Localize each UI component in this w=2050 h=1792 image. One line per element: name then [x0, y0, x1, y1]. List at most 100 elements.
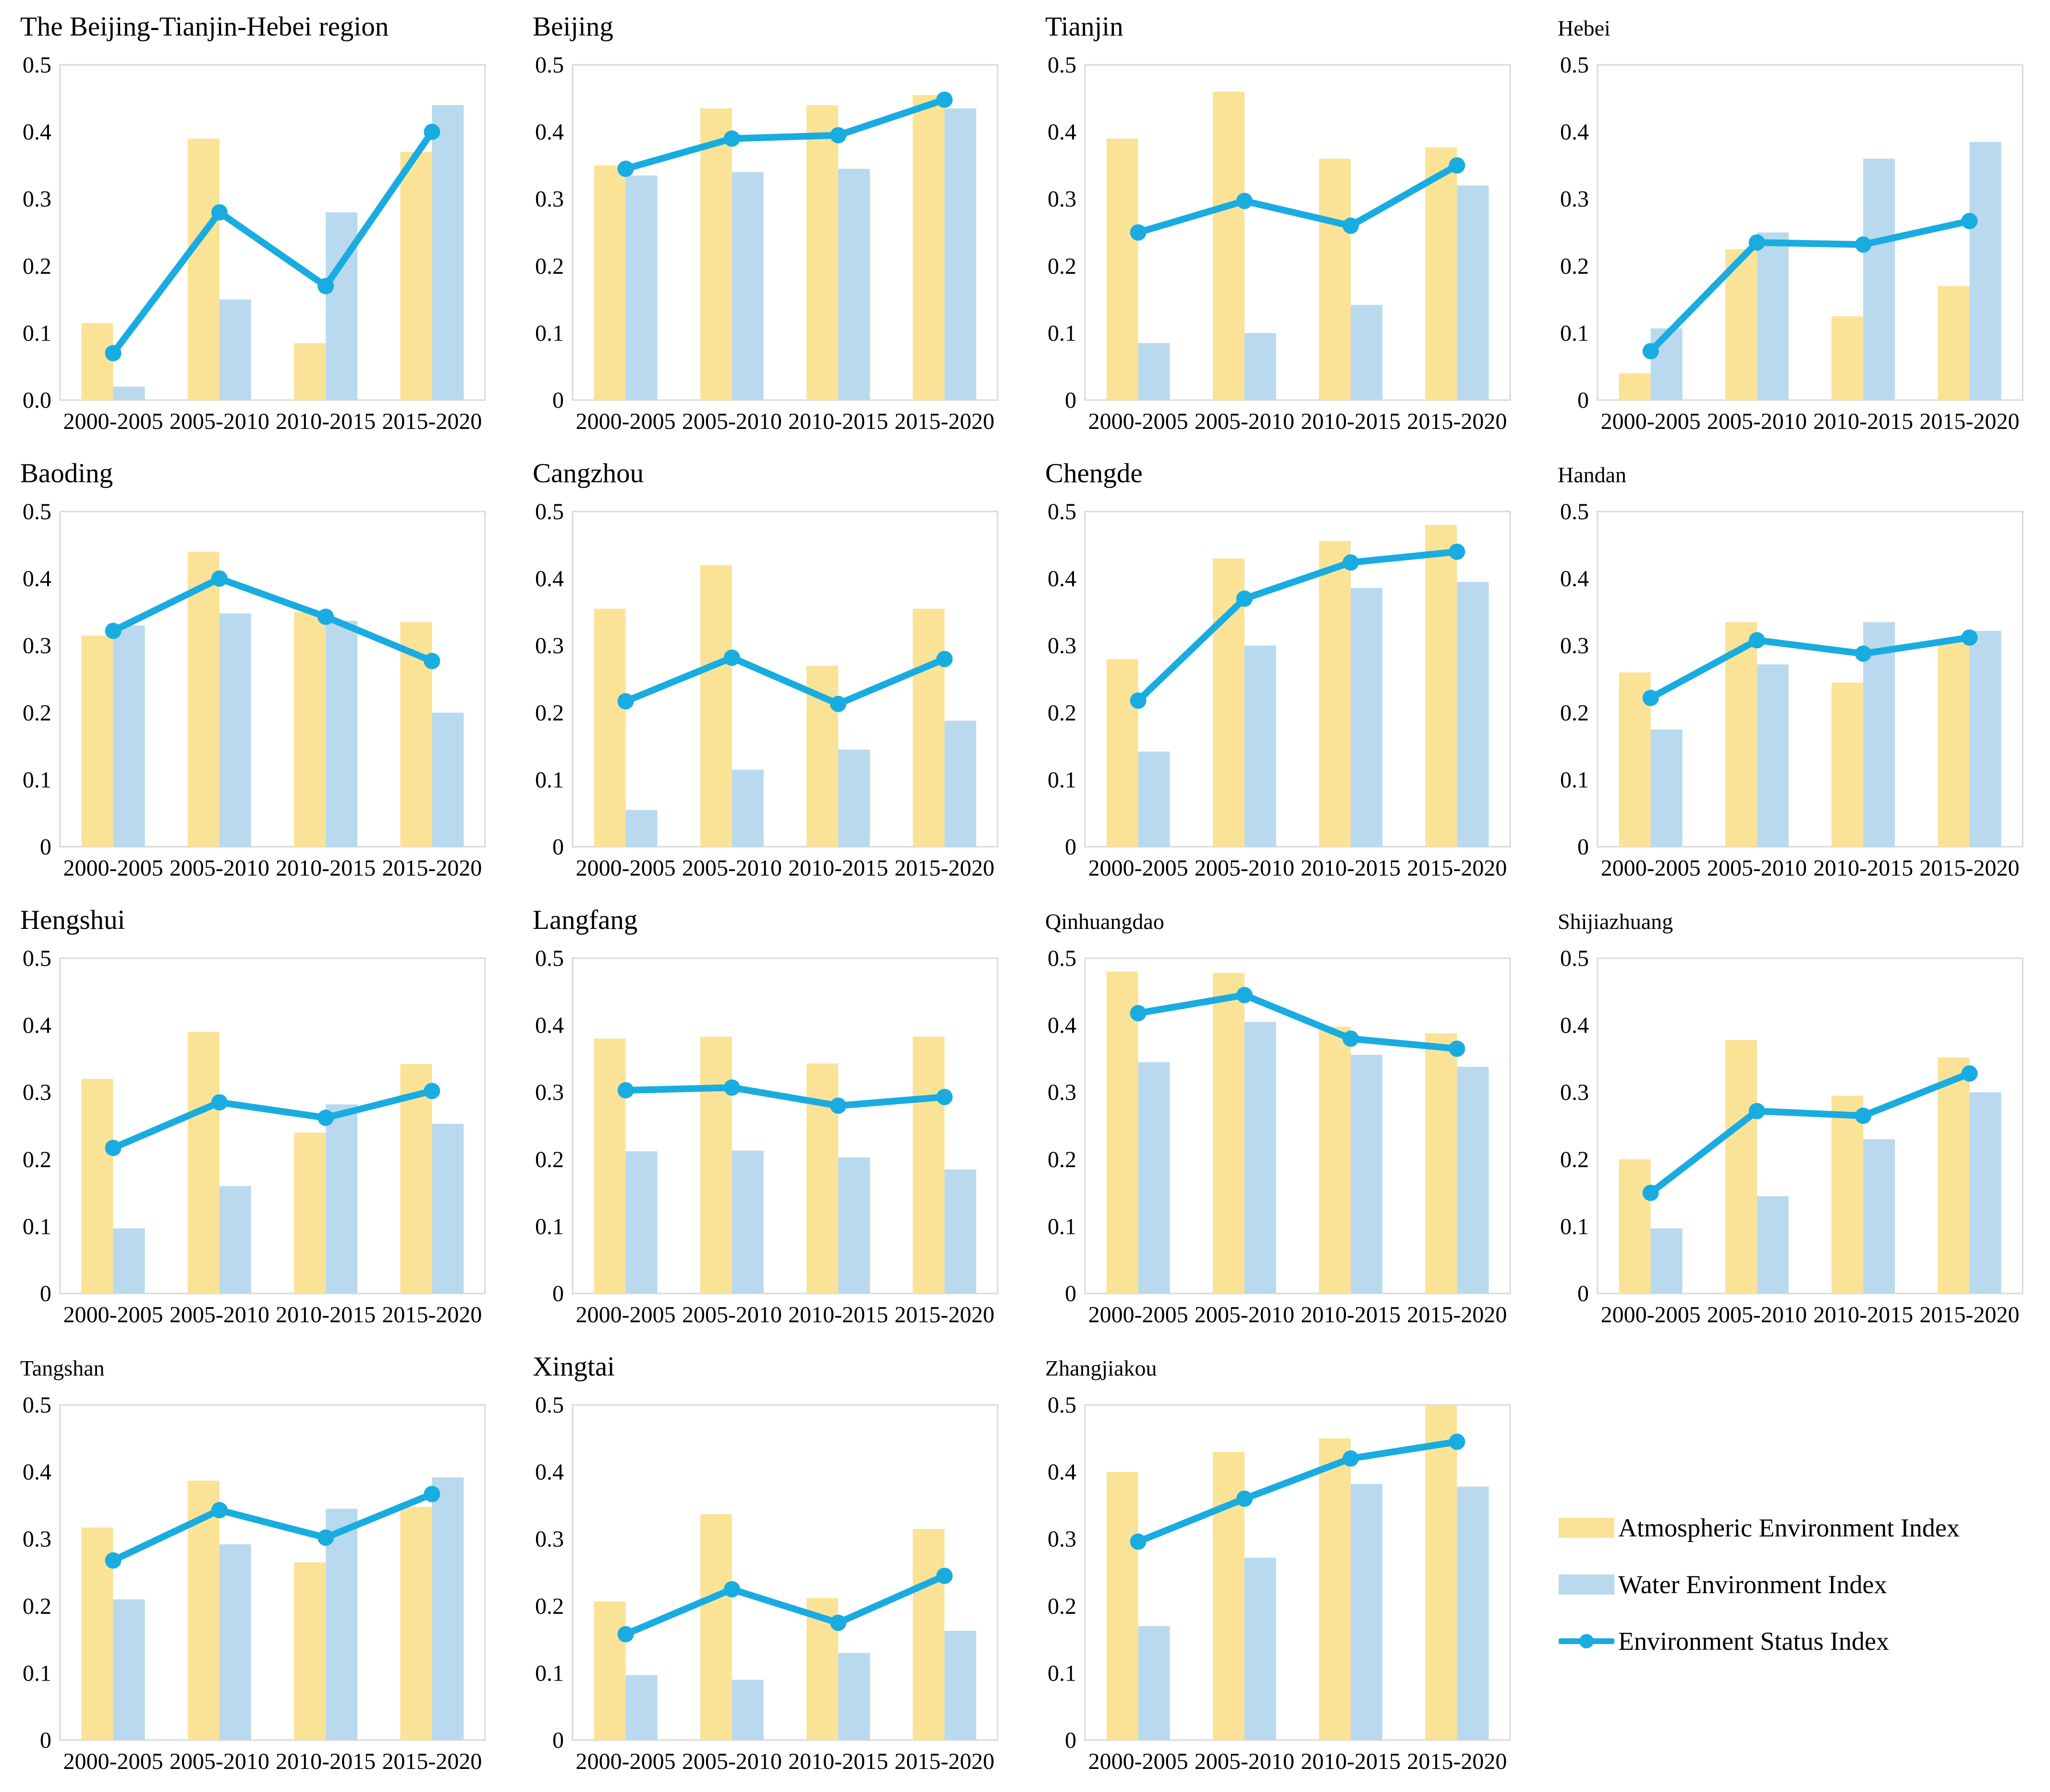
bar-atmospheric	[1212, 91, 1245, 401]
y-axis-tick-label: 0.1	[23, 1660, 51, 1686]
y-axis-tick-label: 0	[1065, 388, 1076, 413]
bar-atmospheric	[81, 635, 113, 847]
bar-water	[219, 299, 251, 400]
bar-atmospheric	[1725, 1040, 1757, 1293]
x-axis-category-label: 2015-2020	[1407, 1749, 1507, 1774]
line-environment-status	[110, 1087, 436, 1152]
chart-title: Xingtai	[533, 1352, 615, 1382]
line-marker	[1130, 1533, 1147, 1550]
y-axis-tick-label: 0.5	[1048, 1392, 1076, 1418]
y-axis-tick-label: 0.2	[23, 1147, 51, 1172]
y-axis-tick-label: 0.3	[23, 186, 51, 212]
line-marker	[1342, 218, 1359, 234]
bar-atmospheric	[913, 1036, 945, 1293]
bar-atmospheric	[1106, 138, 1138, 400]
chart-canvas-handan: Handan 0 0.1 0.2 0.3 0.4 0.5 2000-2005 2005-2010…	[1558, 463, 2024, 881]
line-environment-status	[1647, 1070, 1973, 1196]
y-axis-tick-label: 0.4	[1048, 566, 1076, 592]
line-marker	[830, 127, 847, 144]
line-marker	[723, 1079, 740, 1096]
x-axis-category-label: 2010-2015	[788, 1749, 888, 1774]
x-axis-category-label: 2000-2005	[1601, 1302, 1701, 1328]
bar-atmospheric	[187, 1032, 220, 1293]
chart-canvas-baoding: Baoding 0 0.1 0.2 0.3 0.4 0.5 2000-2005 2005-201…	[20, 458, 486, 881]
legend-label-status: Environment Status Index	[1618, 1627, 1889, 1656]
y-axis-tick-label: 0	[40, 834, 51, 860]
y-axis-tick-label: 0.1	[23, 320, 51, 346]
bar-water	[1457, 582, 1489, 847]
y-axis-tick-label: 0.2	[535, 1147, 564, 1172]
line-marker	[1748, 632, 1765, 649]
x-axis-category-label: 2015-2020	[382, 1302, 482, 1328]
legend-item-atmospheric: Atmospheric Environment Index	[1559, 1512, 2050, 1544]
chart-canvas-zhangjiakou: Zhangjiakou 0 0.1 0.2 0.3 0.4 0.5 2000-2005 2005…	[1045, 1356, 1511, 1774]
y-axis-tick-label: 0.4	[1560, 120, 1589, 145]
bar-atmospheric	[1425, 147, 1457, 400]
bar-water	[1863, 158, 1895, 400]
bar-water	[838, 169, 870, 400]
y-axis-tick-label: 0	[1065, 1281, 1076, 1306]
bar-atmospheric	[1425, 524, 1457, 847]
x-axis-category-label: 2015-2020	[894, 1302, 994, 1328]
line-marker	[830, 1097, 847, 1114]
y-axis-tick-label: 0.2	[535, 254, 564, 279]
x-axis-category-label: 2000-2005	[63, 1302, 163, 1328]
line-environment-status	[110, 128, 436, 357]
bar-atmospheric	[1619, 1159, 1651, 1293]
chart-panel-beijing: Beijing 0 0.1 0.2 0.3 0.4 0.5 2000-2005 2005-201…	[512, 0, 1025, 447]
bar-water	[625, 175, 658, 400]
line-marker	[723, 649, 740, 666]
bar-water	[1138, 343, 1170, 400]
y-axis-tick-label: 0.3	[1560, 633, 1589, 658]
line-marker	[211, 1094, 228, 1111]
y-axis-tick-label: 0.5	[23, 946, 51, 971]
chart-panel-handan: Handan 0 0.1 0.2 0.3 0.4 0.5 2000-2005 2005-2010…	[1538, 447, 2050, 893]
y-axis-tick-label: 0.1	[1560, 767, 1589, 792]
y-axis-tick-label: 0.4	[23, 1013, 51, 1038]
bar-atmospheric	[1106, 1472, 1138, 1740]
y-axis-tick-label: 0.5	[1560, 52, 1589, 78]
chart-canvas-chengde: Chengde 0 0.1 0.2 0.3 0.4 0.5 2000-2005 2005-201…	[1045, 458, 1511, 881]
bar-atmospheric	[187, 551, 220, 847]
bar-water	[1138, 1062, 1170, 1293]
chart-title: Hengshui	[20, 905, 125, 935]
chart-panel-tangshan: Tangshan 0 0.1 0.2 0.3 0.4 0.5 2000-2005 2005-20…	[0, 1340, 512, 1792]
y-axis-tick-label: 0.4	[1048, 1460, 1076, 1485]
line-marker	[317, 609, 334, 625]
line-marker	[211, 570, 228, 587]
y-axis-tick-label: 0.5	[535, 946, 564, 971]
x-axis-category-label: 2005-2010	[682, 409, 782, 434]
x-axis-category-label: 2015-2020	[1407, 1302, 1507, 1328]
y-axis-tick-label: 0	[552, 388, 564, 413]
line-marker	[1130, 224, 1147, 241]
line-environment-status	[1647, 634, 1973, 702]
line-marker	[617, 693, 634, 710]
line-environment-status	[110, 575, 436, 665]
line-marker	[1130, 692, 1147, 709]
chart-panel-zhangjiakou: Zhangjiakou 0 0.1 0.2 0.3 0.4 0.5 2000-2005 2005…	[1025, 1340, 1538, 1792]
y-axis-tick-label: 0.3	[1048, 186, 1076, 212]
line-environment-status	[1135, 162, 1461, 236]
x-axis-category-label: 2005-2010	[1195, 1749, 1294, 1774]
chart-panel-the-beijing-tianjin-hebei-region: The Beijing-Tianjin-Hebei region 0.0 0.1 0.…	[0, 0, 512, 447]
line-marker	[830, 1614, 847, 1631]
x-axis-category-label: 2000-2005	[1601, 855, 1701, 881]
bar-water	[1457, 1487, 1489, 1740]
bar-water	[1969, 631, 2001, 847]
y-axis-tick-label: 0.1	[1560, 1214, 1589, 1239]
y-axis-tick-label: 0.3	[1048, 1080, 1076, 1105]
bar-water	[1138, 751, 1170, 847]
x-axis-category-label: 2010-2015	[788, 409, 888, 434]
x-axis-category-label: 2010-2015	[1813, 409, 1913, 434]
legend-label-water: Water Environment Index	[1618, 1570, 1887, 1599]
line-marker	[1855, 645, 1872, 662]
chart-panel-hebei: Hebei 0 0.1 0.2 0.3 0.4 0.5 2000-2005 2005-2010 2…	[1538, 0, 2050, 447]
line-marker	[1642, 343, 1659, 360]
line-marker	[1642, 690, 1659, 707]
chart-panel-langfang: Langfang 0 0.1 0.2 0.3 0.4 0.5 2000-2005 2005-20…	[512, 893, 1025, 1340]
x-axis-category-label: 2010-2015	[788, 1302, 888, 1328]
line-marker	[1449, 157, 1465, 174]
y-axis-tick-label: 0.4	[535, 1013, 564, 1038]
x-axis-category-label: 2010-2015	[1813, 1302, 1913, 1328]
bar-water	[1351, 1484, 1383, 1740]
